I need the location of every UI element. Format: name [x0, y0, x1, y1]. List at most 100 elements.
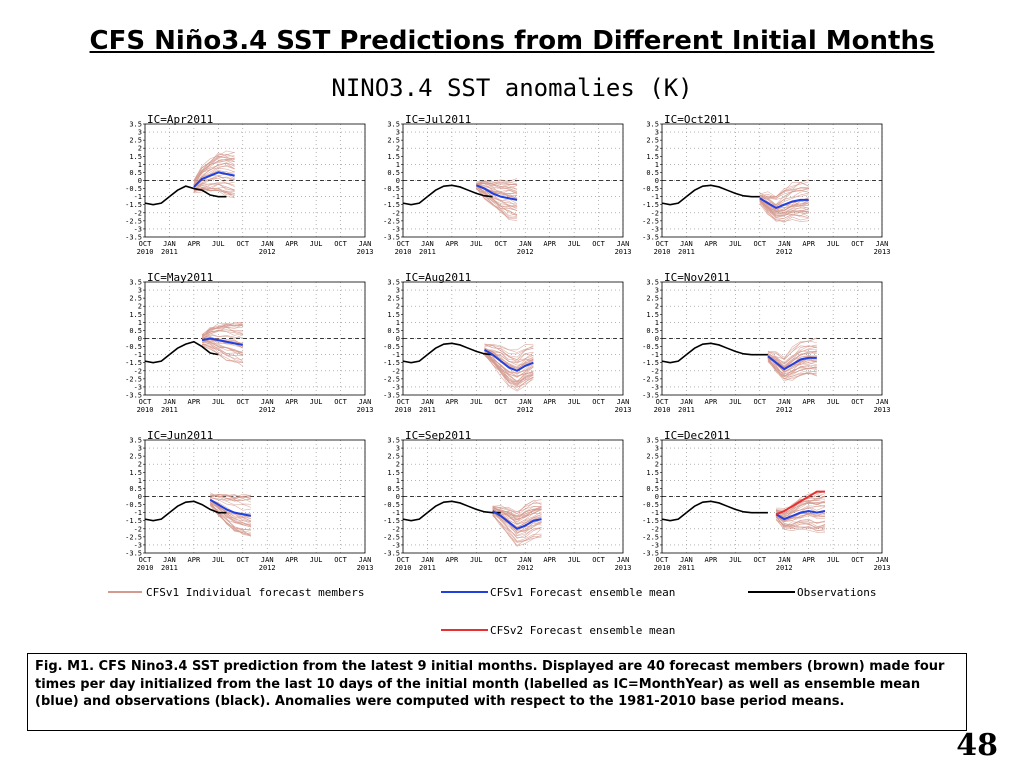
x-tick-label: APR	[802, 556, 815, 564]
x-year-label: 2011	[161, 564, 178, 572]
observations-line	[144, 340, 219, 364]
x-tick-label: JAN	[421, 398, 434, 406]
y-tick-label: -3	[392, 541, 400, 549]
x-tick-label: JUL	[310, 556, 323, 564]
member-line	[492, 512, 542, 535]
page-number: 48	[956, 728, 998, 763]
member-line	[767, 351, 817, 370]
y-tick-label: 2	[396, 145, 400, 153]
y-tick-label: -3	[134, 383, 142, 391]
x-year-label: 2011	[419, 248, 436, 256]
member-line	[484, 348, 534, 368]
observations-line	[661, 500, 768, 522]
x-year-label: 2012	[259, 406, 276, 414]
x-tick-label: JAN	[680, 240, 693, 248]
x-tick-label: APR	[446, 240, 459, 248]
y-tick-label: -2	[651, 209, 659, 217]
y-tick-label: -2.5	[642, 533, 659, 541]
y-tick-label: -3	[651, 541, 659, 549]
member-line	[484, 348, 534, 369]
y-tick-label: 3	[396, 129, 400, 137]
observations-line	[144, 500, 227, 522]
x-tick-label: OCT	[494, 240, 507, 248]
x-tick-label: APR	[285, 398, 298, 406]
y-tick-label: 3	[655, 287, 659, 295]
ensemble-mean-v1-line	[201, 337, 243, 346]
y-tick-label: -3.5	[642, 392, 659, 400]
y-tick-label: 3.5	[646, 279, 659, 287]
y-tick-label: -1.5	[642, 517, 659, 525]
x-tick-label: APR	[188, 240, 201, 248]
y-tick-label: 0.5	[646, 169, 659, 177]
x-tick-label: OCT	[494, 398, 507, 406]
member-line	[202, 342, 243, 354]
x-tick-label: APR	[802, 240, 815, 248]
ensemble-mean-v1-line	[492, 510, 542, 530]
y-tick-label: -3.5	[383, 234, 400, 242]
x-tick-label: APR	[188, 556, 201, 564]
y-tick-label: 0	[396, 177, 400, 185]
member-line	[210, 494, 252, 499]
member-line	[476, 185, 518, 192]
member-line	[476, 185, 518, 216]
member-line	[201, 330, 243, 340]
ensemble-mean-v1-line	[475, 184, 518, 201]
member-line	[193, 182, 235, 189]
x-tick-label: APR	[446, 556, 459, 564]
member-line	[759, 201, 809, 217]
x-tick-label: JAN	[163, 556, 176, 564]
x-tick-label: JAN	[680, 556, 693, 564]
member-line	[193, 176, 235, 188]
x-tick-label: APR	[543, 240, 556, 248]
y-tick-label: -0.5	[642, 185, 659, 193]
y-tick-label: 2	[396, 461, 400, 469]
y-tick-label: -3	[134, 225, 142, 233]
slide-title: CFS Niño3.4 SST Predictions from Differe…	[89, 26, 935, 56]
member-line	[492, 514, 542, 546]
observations-line	[402, 500, 501, 522]
member-line	[201, 324, 243, 336]
member-line	[492, 507, 542, 525]
member-line	[759, 189, 809, 205]
y-tick-label: 1	[396, 477, 400, 485]
x-tick-label: JAN	[261, 398, 274, 406]
figure-panels: NINO3.4 SST anomalies (K) IC=Apr2011 -3.5…	[108, 74, 890, 637]
member-line	[193, 163, 235, 188]
y-tick-label: 1	[396, 319, 400, 327]
x-tick-label: JAN	[876, 556, 889, 564]
member-line	[759, 203, 809, 221]
y-tick-label: 3.5	[387, 279, 400, 287]
member-line	[484, 343, 534, 355]
member-line	[775, 513, 825, 523]
y-tick-label: 0	[138, 177, 142, 185]
x-tick-label: APR	[705, 398, 718, 406]
member-line	[775, 513, 825, 522]
y-tick-label: -3.5	[125, 234, 142, 242]
figure-title: NINO3.4 SST anomalies (K)	[331, 74, 692, 102]
member-line	[484, 349, 534, 363]
x-tick-label: JAN	[519, 398, 532, 406]
member-line	[492, 500, 542, 515]
x-tick-label: JAN	[261, 556, 274, 564]
y-tick-label: -2	[134, 367, 142, 375]
member-line	[201, 342, 243, 362]
y-tick-label: 3.5	[387, 121, 400, 129]
member-line	[492, 515, 542, 543]
y-tick-label: 1	[655, 161, 659, 169]
member-line	[484, 343, 534, 351]
y-tick-label: 1.5	[387, 469, 400, 477]
panel-ic-label: IC=Dec2011	[664, 429, 730, 442]
y-tick-label: 1.5	[129, 311, 142, 319]
y-tick-label: 1.5	[646, 153, 659, 161]
x-tick-label: JUL	[310, 398, 323, 406]
x-tick-label: OCT	[753, 398, 766, 406]
y-tick-label: 3	[138, 287, 142, 295]
member-line	[775, 494, 826, 513]
y-tick-label: -2.5	[383, 217, 400, 225]
panels-group: IC=Apr2011-3.5-3-2.5-2-1.5-1-0.500.511.5…	[125, 113, 890, 572]
x-tick-label: JUL	[568, 556, 581, 564]
y-tick-label: 1	[138, 477, 142, 485]
y-tick-label: -2.5	[125, 533, 142, 541]
member-line	[775, 500, 826, 515]
x-tick-label: OCT	[592, 556, 605, 564]
